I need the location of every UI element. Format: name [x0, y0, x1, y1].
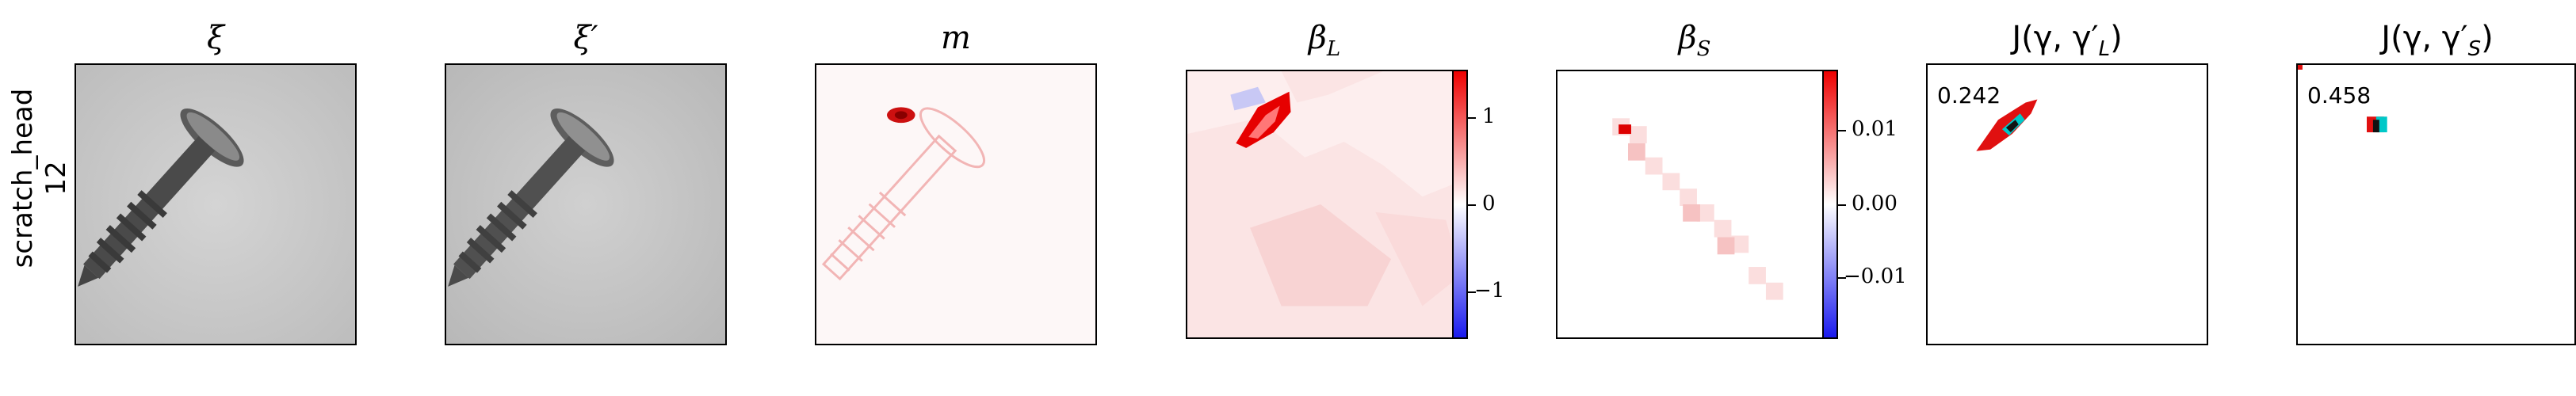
panel-title-xi: ξ	[206, 20, 225, 56]
panel-title-beta-s: βS	[1678, 20, 1711, 61]
colorbar-tick-label: 0	[1482, 192, 1496, 215]
j-s-overlap: 0.458	[2296, 63, 2576, 345]
colorbar-tickmark	[1468, 204, 1476, 206]
colorbar-tickmark	[1838, 277, 1846, 279]
overlap-map-image	[2298, 65, 2574, 344]
j-l-overlap: 0.242	[1926, 63, 2208, 345]
panel-title-beta-l: βL	[1308, 20, 1341, 61]
colorbar-beta-l	[1452, 70, 1468, 339]
overlap-map-image	[1928, 65, 2207, 344]
colorbar-tickmark	[1838, 204, 1846, 206]
panel-title-j-s: J(γ, γ′S)	[2381, 20, 2494, 61]
jaccard-score: 0.242	[1937, 82, 2001, 109]
jaccard-score: 0.458	[2307, 82, 2372, 109]
colorbar-beta-s	[1822, 70, 1838, 339]
colorbar-tick-label: 1	[1482, 105, 1496, 128]
panel-title-j-l: J(γ, γ′L)	[2012, 20, 2123, 61]
row-label: scratch_head 12	[0, 63, 79, 293]
beta-l-map-image	[1187, 71, 1462, 337]
colorbar-tick-label: −0.01	[1844, 265, 1907, 288]
row-label-name: scratch_head	[7, 88, 39, 268]
row-label-index: 12	[40, 161, 72, 196]
colorbar-tickmark	[1468, 291, 1476, 293]
colorbar-tickmark	[1468, 117, 1476, 119]
anomaly-map-image	[816, 65, 1095, 344]
colorbar-tickmark	[1838, 130, 1846, 131]
panel-title-xi-prime: ξ′	[573, 20, 598, 56]
beta-s-map	[1556, 70, 1833, 339]
screw-grayscale-image	[76, 65, 355, 344]
beta-s-map-image	[1557, 71, 1832, 337]
xi-image	[75, 63, 357, 345]
colorbar-tick-label: 0.01	[1852, 117, 1898, 141]
colorbar-tick-label: −1	[1474, 279, 1505, 303]
beta-l-map	[1186, 70, 1463, 339]
panel-title-m: m	[941, 20, 971, 56]
colorbar-tick-label: 0.00	[1852, 192, 1898, 215]
xi-prime-image	[445, 63, 727, 345]
m-map-image	[815, 63, 1097, 345]
screw-grayscale-image	[446, 65, 725, 344]
